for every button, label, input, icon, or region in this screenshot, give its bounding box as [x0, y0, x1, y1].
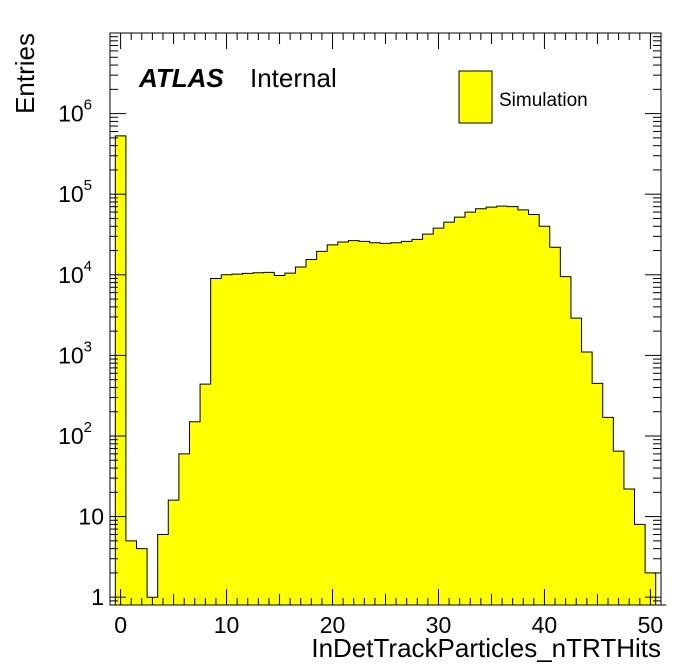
histogram-bar — [369, 242, 381, 605]
histogram-bar — [168, 500, 180, 605]
histogram-bar — [359, 241, 371, 605]
histogram-bar — [507, 206, 519, 606]
y-axis-ticks: 1 10 102 103 104 105 106 — [58, 32, 661, 610]
x-tick-label: 40 — [532, 612, 558, 638]
histogram-bar — [517, 209, 530, 605]
histogram-bar — [592, 383, 604, 605]
histogram-bar — [306, 259, 318, 605]
histogram-outline — [114, 135, 667, 606]
histogram-bar — [623, 488, 636, 605]
x-tick-label: 50 — [638, 612, 664, 638]
histogram-bar — [295, 266, 307, 605]
x-tick-label: 10 — [214, 612, 240, 638]
histogram-bar — [136, 548, 148, 605]
histogram-bar — [253, 272, 265, 605]
histogram-bar — [464, 212, 477, 605]
x-axis-label: InDetTrackParticles_nTRTHits — [311, 633, 661, 663]
legend-swatch — [458, 70, 493, 124]
y-tick-label: 105 — [58, 177, 92, 207]
histogram-bar — [348, 240, 360, 605]
histogram-bar — [528, 214, 540, 606]
histogram-bar — [549, 247, 561, 605]
atlas-label-internal: Internal — [250, 63, 337, 93]
histogram-bar — [560, 276, 572, 605]
x-tick-label: 0 — [114, 612, 127, 638]
histogram-bar — [115, 135, 127, 605]
histogram-bar — [570, 318, 583, 605]
histogram-bar — [178, 453, 190, 605]
x-tick-label: 30 — [426, 612, 452, 638]
histogram-bar — [274, 275, 286, 605]
histogram-bar — [486, 207, 498, 605]
histogram-bars — [115, 135, 657, 606]
histogram-bar — [613, 451, 625, 605]
y-tick-label: 102 — [58, 419, 92, 449]
histogram-bar — [411, 239, 424, 605]
atlas-label-bold: ATLAS — [138, 63, 224, 93]
histogram-bar — [200, 384, 212, 605]
histogram-bar — [602, 417, 614, 605]
histogram-bar — [380, 243, 392, 605]
histogram-bar — [581, 352, 593, 605]
histogram-bar — [475, 208, 487, 605]
histogram-bar — [157, 534, 169, 605]
y-tick-label: 106 — [58, 97, 92, 127]
histogram-bar — [454, 217, 466, 605]
y-tick-label: 104 — [58, 258, 92, 288]
histogram-bar — [316, 251, 328, 605]
histogram-bar — [263, 272, 275, 605]
histogram-bar — [422, 234, 434, 606]
histogram-bar — [539, 226, 551, 605]
x-tick-label: 20 — [320, 612, 346, 638]
histogram-bar — [496, 206, 508, 606]
histogram-bar — [231, 274, 243, 605]
histogram-bar — [221, 274, 233, 605]
histogram-bar — [401, 241, 413, 605]
histogram-bar — [327, 244, 339, 605]
legend: Simulation — [458, 70, 588, 124]
histogram-bar — [390, 242, 402, 605]
y-tick-label: 10 — [78, 504, 104, 530]
histogram-bar — [443, 222, 455, 605]
y-tick-label: 103 — [58, 338, 92, 368]
histogram-bar — [125, 540, 137, 605]
histogram-bar — [210, 278, 222, 605]
legend-label-simulation: Simulation — [499, 90, 588, 111]
histogram-bar — [634, 524, 646, 605]
histogram-bar — [242, 273, 254, 605]
x-axis-ticks: 0 10 20 30 40 50 — [114, 33, 663, 638]
histogram-bar — [337, 242, 349, 605]
histogram-bar — [645, 572, 657, 605]
histogram-bar — [284, 273, 296, 605]
histogram-bar — [433, 228, 445, 605]
histogram-bar — [189, 421, 201, 605]
y-axis-label: Entries — [10, 33, 40, 114]
y-tick-label: 1 — [91, 584, 104, 610]
